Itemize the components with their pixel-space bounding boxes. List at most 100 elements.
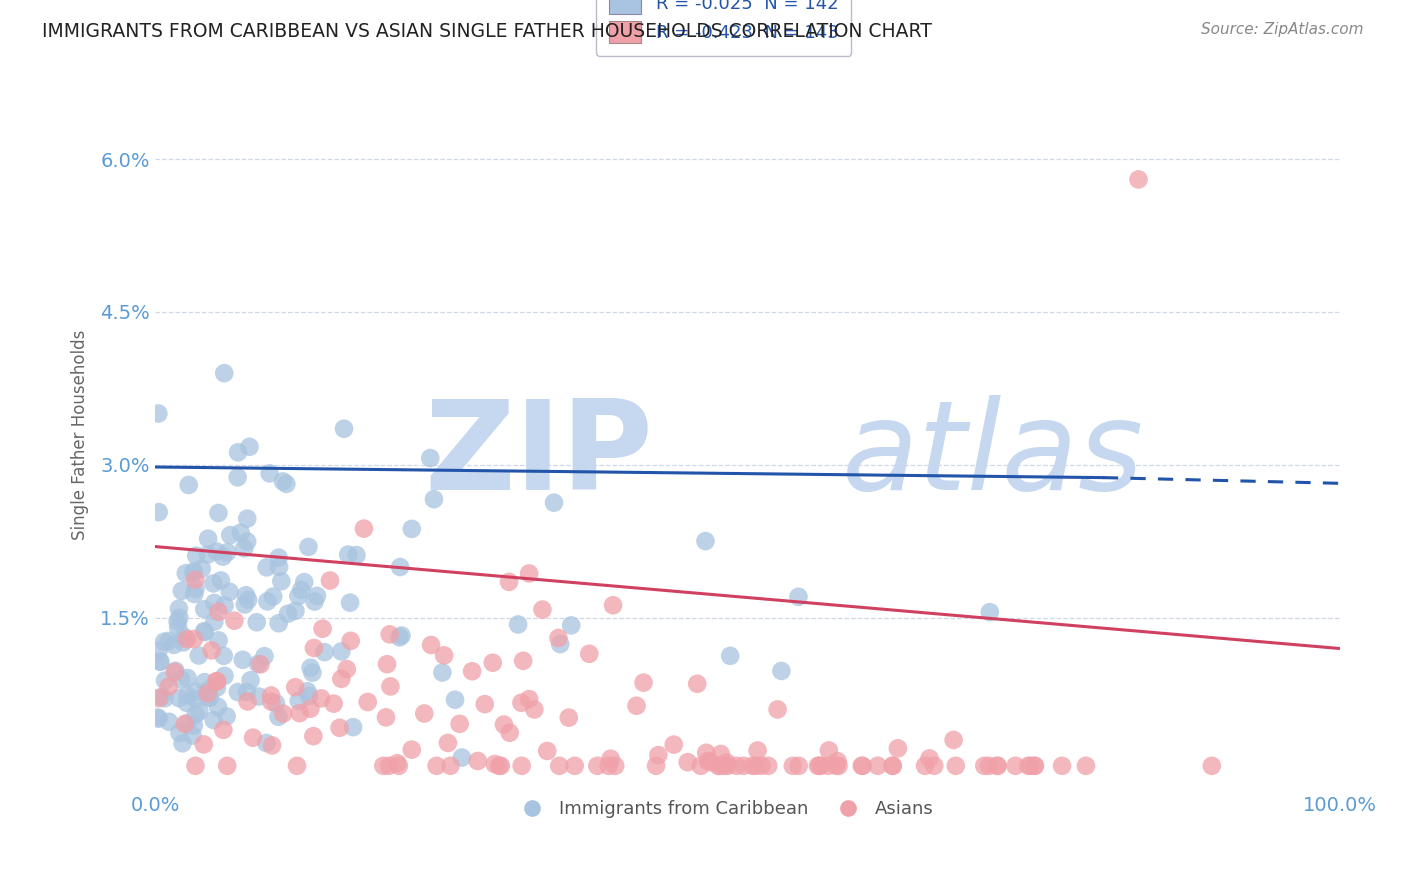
Point	[205, 674, 228, 689]
Point	[290, 582, 312, 597]
Point	[375, 657, 398, 672]
Point	[197, 686, 219, 700]
Point	[184, 759, 207, 773]
Point	[167, 601, 190, 615]
Point	[510, 759, 533, 773]
Point	[177, 478, 200, 492]
Point	[387, 756, 409, 771]
Point	[176, 696, 198, 710]
Point	[531, 602, 554, 616]
Point	[339, 633, 361, 648]
Point	[285, 759, 308, 773]
Point	[1074, 759, 1097, 773]
Point	[208, 605, 231, 619]
Point	[226, 445, 249, 459]
Point	[174, 566, 197, 581]
Point	[302, 640, 325, 655]
Point	[150, 690, 173, 704]
Point	[202, 576, 225, 591]
Point	[986, 759, 1008, 773]
Point	[260, 695, 283, 709]
Point	[149, 655, 172, 669]
Point	[336, 662, 359, 676]
Point	[302, 729, 325, 743]
Point	[718, 648, 741, 663]
Point	[205, 681, 228, 695]
Point	[249, 657, 271, 672]
Text: atlas: atlas	[842, 395, 1144, 516]
Point	[172, 635, 194, 649]
Legend: Immigrants from Caribbean, Asians: Immigrants from Caribbean, Asians	[506, 793, 941, 825]
Point	[346, 548, 368, 562]
Point	[481, 656, 503, 670]
Point	[807, 759, 830, 773]
Point	[309, 691, 332, 706]
Point	[267, 616, 290, 631]
Point	[184, 684, 207, 698]
Point	[586, 759, 609, 773]
Point	[391, 628, 413, 642]
Point	[389, 560, 412, 574]
Point	[426, 759, 449, 773]
Point	[329, 721, 352, 735]
Point	[747, 743, 769, 757]
Point	[432, 665, 454, 680]
Point	[695, 746, 717, 760]
Point	[236, 511, 259, 525]
Point	[733, 759, 755, 773]
Point	[882, 759, 904, 773]
Point	[1128, 172, 1150, 186]
Point	[200, 643, 222, 657]
Point	[770, 664, 793, 678]
Point	[380, 680, 402, 694]
Point	[183, 587, 205, 601]
Point	[378, 759, 401, 773]
Point	[647, 748, 669, 763]
Point	[247, 690, 270, 704]
Point	[277, 607, 299, 621]
Point	[202, 713, 225, 727]
Point	[166, 615, 188, 629]
Point	[212, 648, 235, 663]
Point	[388, 630, 411, 644]
Point	[695, 534, 717, 549]
Point	[149, 655, 172, 669]
Point	[173, 630, 195, 644]
Point	[284, 680, 307, 694]
Point	[212, 549, 235, 564]
Point	[433, 648, 456, 663]
Point	[298, 689, 321, 703]
Point	[176, 671, 198, 685]
Point	[218, 584, 240, 599]
Point	[207, 506, 229, 520]
Point	[699, 755, 721, 769]
Point	[353, 522, 375, 536]
Point	[233, 598, 256, 612]
Point	[825, 759, 848, 773]
Point	[260, 689, 283, 703]
Point	[401, 522, 423, 536]
Point	[818, 743, 841, 757]
Point	[148, 505, 170, 519]
Point	[713, 759, 735, 773]
Point	[176, 632, 198, 647]
Point	[330, 644, 353, 658]
Point	[716, 756, 738, 770]
Point	[207, 633, 229, 648]
Point	[766, 702, 789, 716]
Point	[512, 654, 534, 668]
Point	[602, 599, 624, 613]
Point	[564, 759, 586, 773]
Y-axis label: Single Father Households: Single Father Households	[72, 329, 89, 540]
Point	[236, 534, 259, 549]
Point	[212, 723, 235, 737]
Point	[246, 615, 269, 630]
Point	[226, 685, 249, 699]
Point	[184, 582, 207, 596]
Point	[420, 638, 443, 652]
Point	[741, 759, 763, 773]
Point	[987, 759, 1010, 773]
Point	[224, 614, 246, 628]
Point	[1024, 759, 1046, 773]
Point	[193, 602, 215, 616]
